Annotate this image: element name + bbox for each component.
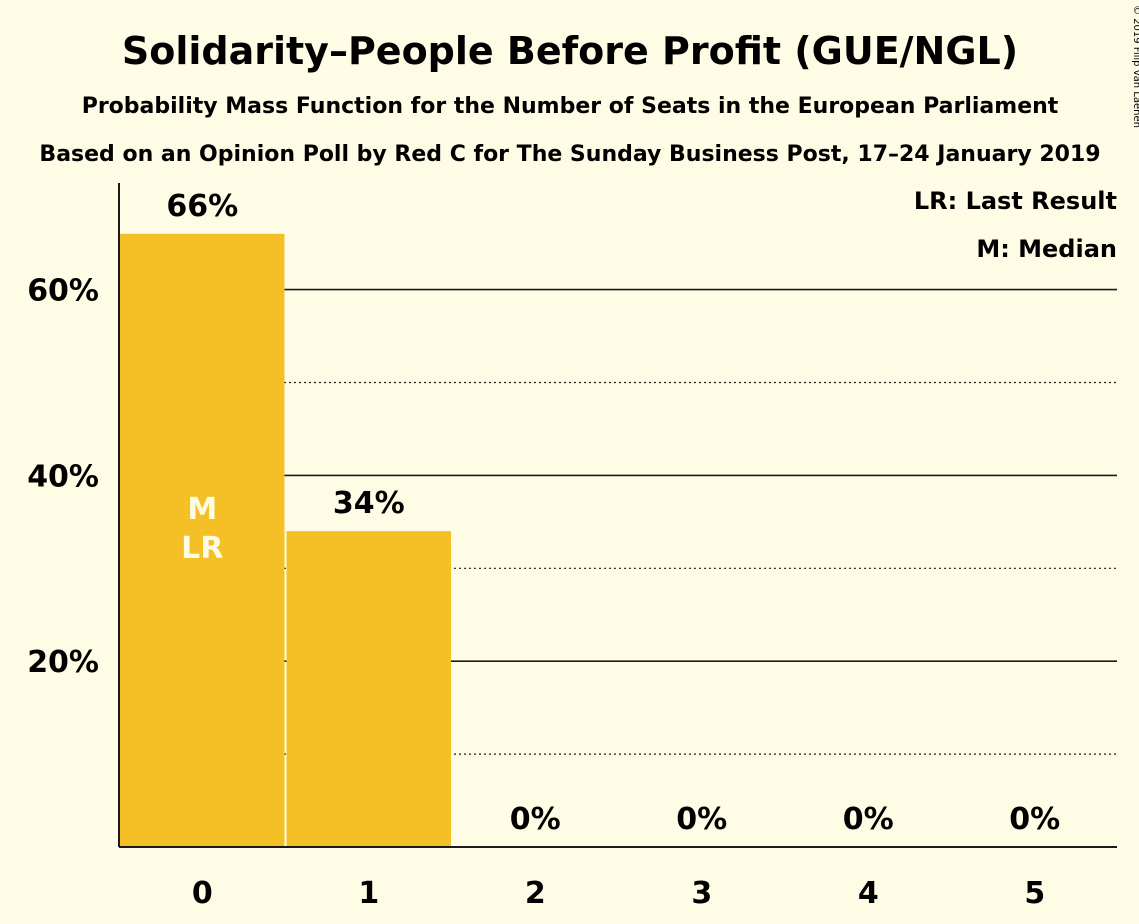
x-tick-label: 4 [858,876,879,911]
y-tick-label: 40% [27,459,99,494]
data-label: 0% [1009,802,1060,837]
legend-median: M: Median [976,235,1117,263]
bar [120,233,285,848]
data-label: 66% [166,189,238,224]
chart-subtitle: Probability Mass Function for the Number… [82,94,1059,119]
y-tick-label: 60% [27,274,99,309]
chart-source: Based on an Opinion Poll by Red C for Th… [39,142,1100,167]
bars-group [120,233,451,848]
y-tick-label: 20% [27,645,99,680]
x-tick-label: 3 [691,876,712,911]
x-tick-label: 5 [1024,876,1045,911]
x-tick-label: 2 [525,876,546,911]
axes-group [118,183,1117,848]
bar [286,531,451,847]
data-label: 0% [843,802,894,837]
x-tick-label: 0 [192,876,213,911]
legend-last-result: LR: Last Result [914,187,1117,215]
copyright-notice: © 2019 Filip van Laenen [1131,5,1139,128]
last-result-marker: LR [181,531,223,566]
data-label: 34% [333,486,405,521]
data-label: 0% [676,802,727,837]
gridlines [119,288,1117,755]
chart-title: Solidarity–People Before Profit (GUE/NGL… [122,29,1018,73]
data-label: 0% [510,802,561,837]
x-tick-label: 1 [358,876,379,911]
median-marker: M [187,492,217,527]
